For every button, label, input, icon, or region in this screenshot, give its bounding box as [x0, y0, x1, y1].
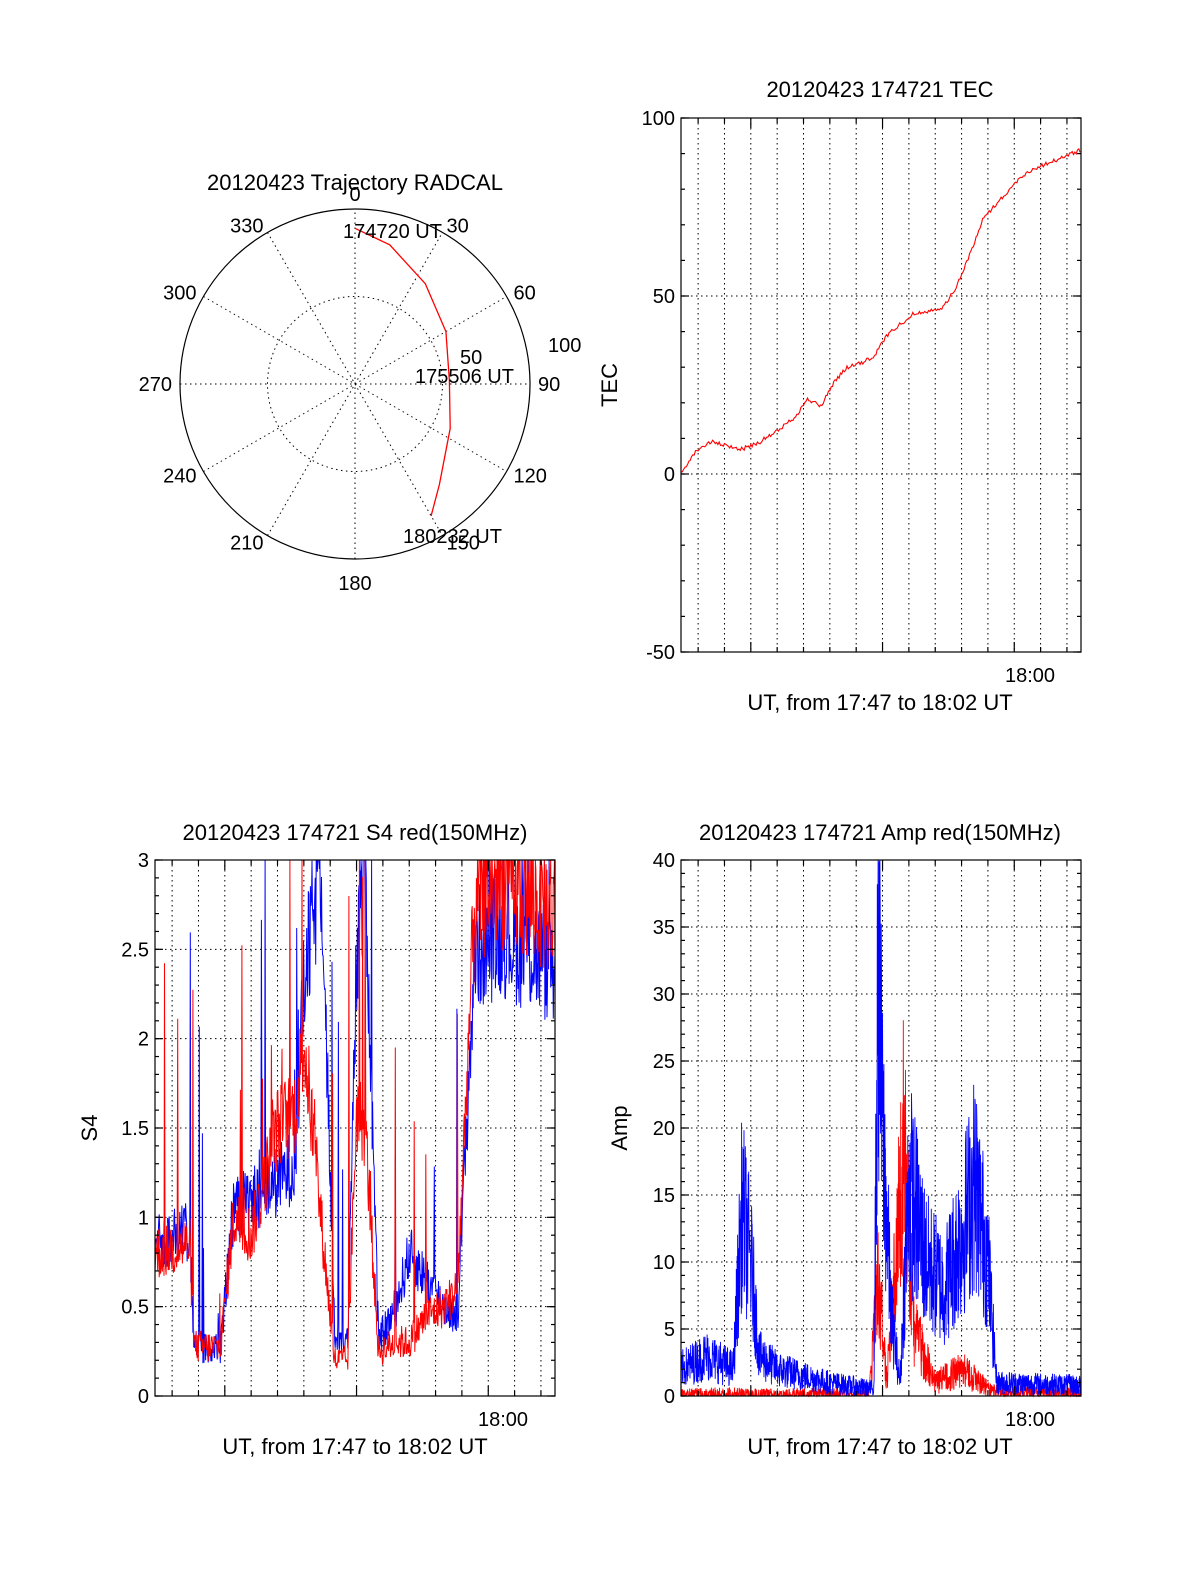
- s4-y-tick-label: 1.5: [121, 1118, 149, 1140]
- tec-series-line: [680, 148, 1081, 473]
- tec-y-tick-label: 100: [642, 108, 675, 130]
- polar-angle-label: 150: [447, 532, 480, 554]
- amp-y-tick-label: 15: [653, 1185, 675, 1207]
- s4-y-tick-label: 3: [138, 850, 149, 872]
- amp-x-tick-label: 18:00: [1005, 1409, 1055, 1431]
- polar-radius-label-100: 100: [548, 335, 581, 357]
- polar-angle-labels: 0 30 60 90 120 150 180 210 240 270 300 330: [139, 184, 561, 595]
- polar-spoke: [267, 232, 443, 536]
- trajectory-line: [354, 227, 451, 517]
- tec-y-tick-label: 50: [653, 286, 675, 308]
- tec-series: [680, 148, 1081, 473]
- s4-y-axis-label: S4: [77, 1115, 102, 1142]
- trajectory-end-time: 180232 UT: [403, 526, 502, 548]
- tec-x-axis-label: UT, from 17:47 to 18:02 UT: [747, 690, 1012, 715]
- tec-y-tick-label: -50: [646, 642, 675, 664]
- tec-x-tick-label: 18:00: [1005, 665, 1055, 687]
- amp-tick-marks: [681, 859, 1081, 1397]
- tec-y-tick-label: 0: [664, 464, 675, 486]
- s4-series: [154, 858, 556, 1370]
- tec-grid: [681, 118, 1081, 652]
- amp-y-axis-label: Amp: [607, 1105, 632, 1150]
- s4-x-axis-label: UT, from 17:47 to 18:02 UT: [222, 1434, 487, 1459]
- polar-angle-label: 210: [230, 532, 263, 554]
- polar-trajectory-panel: 20120423 Trajectory RADCAL 0 30 60 90 120 150…: [139, 170, 582, 595]
- s4-y-tick-label: 1: [138, 1207, 149, 1229]
- s4-y-tick-label: 2: [138, 1029, 149, 1051]
- amp-panel: 20120423 174721 Amp red(150MHz) 0 5 10 15 20…: [607, 820, 1082, 1459]
- tec-panel: 20120423 174721 TEC -50 0 50 100 18:00 UT, …: [597, 77, 1082, 715]
- polar-angle-label: 30: [447, 216, 469, 238]
- trajectory-mid-time: 175506 UT: [415, 366, 514, 388]
- amp-y-tick-label: 40: [653, 850, 675, 872]
- trajectory-start-time: 174720 UT: [343, 221, 442, 243]
- amp-y-tick-label: 0: [664, 1386, 675, 1408]
- tec-title: 20120423 174721 TEC: [766, 77, 993, 102]
- tec-y-tick-labels: -50 0 50 100: [642, 108, 675, 664]
- tec-tick-marks: [681, 117, 1081, 653]
- amp-y-tick-label: 20: [653, 1118, 675, 1140]
- polar-angle-label: 300: [163, 283, 196, 305]
- amp-y-tick-label: 35: [653, 917, 675, 939]
- polar-angle-label: 0: [349, 184, 360, 206]
- polar-angle-label: 180: [338, 573, 371, 595]
- polar-grid: [180, 209, 530, 559]
- polar-radius-ring: [267, 296, 443, 472]
- s4-y-tick-label: 0: [138, 1386, 149, 1408]
- amp-y-tick-labels: 0 5 10 15 20 25 30 35 40: [653, 850, 675, 1408]
- polar-series: [354, 227, 451, 517]
- amp-y-tick-label: 5: [664, 1319, 675, 1341]
- s4-panel: 20120423 174721 S4 red(150MHz) 0 0.5 1 1.5 2…: [77, 820, 556, 1459]
- polar-angle-label: 60: [513, 283, 535, 305]
- amp-y-tick-label: 25: [653, 1051, 675, 1073]
- tec-plot-frame: [680, 117, 1082, 653]
- s4-y-tick-labels: 0 0.5 1 1.5 2 2.5 3: [121, 850, 149, 1408]
- s4-series-line: [154, 859, 556, 1364]
- amp-series: [680, 859, 1082, 1398]
- s4-y-tick-label: 0.5: [121, 1297, 149, 1319]
- s4-title: 20120423 174721 S4 red(150MHz): [183, 820, 528, 845]
- s4-x-tick-label: 18:00: [478, 1409, 528, 1431]
- polar-angle-label: 90: [538, 374, 560, 396]
- polar-title: 20120423 Trajectory RADCAL: [207, 170, 503, 195]
- tec-y-axis-label: TEC: [597, 363, 622, 407]
- amp-y-tick-label: 10: [653, 1252, 675, 1274]
- polar-angle-label: 270: [139, 374, 172, 396]
- polar-angle-label: 330: [230, 216, 263, 238]
- amp-y-tick-label: 30: [653, 984, 675, 1006]
- polar-outer-ring: [179, 208, 531, 560]
- polar-angle-label: 120: [513, 466, 546, 488]
- amp-title: 20120423 174721 Amp red(150MHz): [699, 820, 1061, 845]
- s4-tick-marks: [155, 859, 555, 1397]
- s4-y-tick-label: 2.5: [121, 939, 149, 961]
- polar-angle-label: 240: [163, 466, 196, 488]
- polar-radius-label-50: 50: [460, 347, 482, 369]
- s4-series-line: [154, 858, 556, 1370]
- amp-x-axis-label: UT, from 17:47 to 18:02 UT: [747, 1434, 1012, 1459]
